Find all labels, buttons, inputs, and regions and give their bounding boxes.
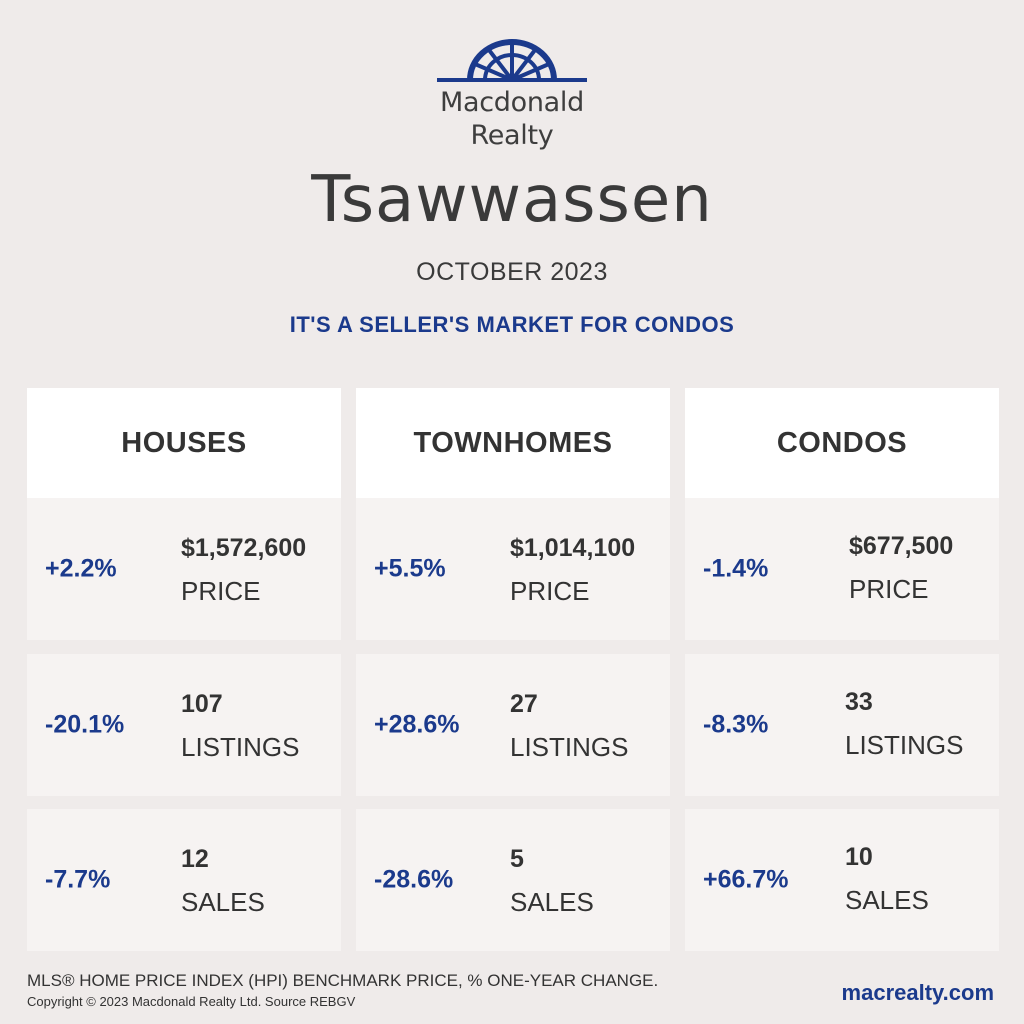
percent-change: +5.5%	[374, 554, 446, 583]
stat-value: $1,572,600	[181, 534, 307, 562]
stat-label: LISTINGS	[181, 732, 300, 762]
stat-label: SALES	[181, 887, 265, 917]
price-card: +2.2% $1,572,600 PRICE	[27, 498, 341, 640]
sales-card: -28.6% 5 SALES	[356, 809, 670, 951]
listings-card: -20.1% 107 LISTINGS	[27, 654, 341, 796]
stat-value: 33	[845, 688, 873, 716]
stat-value: $1,014,100	[510, 534, 636, 562]
percent-change: -1.4%	[703, 554, 769, 583]
stat-label: SALES	[845, 885, 929, 915]
stat-label: LISTINGS	[845, 730, 964, 760]
stat-value: 5	[510, 845, 524, 873]
stat-label: PRICE	[510, 576, 590, 606]
city-title: Tsawwassen	[311, 163, 713, 237]
listings-card: +28.6% 27 LISTINGS	[356, 654, 670, 796]
hpi-footnote: MLS® HOME PRICE INDEX (HPI) BENCHMARK PR…	[27, 971, 659, 990]
sun-arch-logo-icon	[437, 39, 587, 82]
stat-value: $677,500	[849, 532, 954, 560]
sales-card: -7.7% 12 SALES	[27, 809, 341, 951]
stat-value: 12	[181, 845, 209, 873]
stat-value: 107	[181, 690, 223, 718]
brand-name-line2: Realty	[470, 120, 554, 151]
column-title: TOWNHOMES	[356, 388, 670, 498]
column-title: CONDOS	[685, 388, 999, 498]
price-card: -1.4% $677,500 PRICE	[685, 498, 999, 640]
percent-change: +66.7%	[703, 865, 789, 894]
stat-label: SALES	[510, 887, 594, 917]
brand-name-line1: Macdonald	[440, 87, 584, 118]
copyright-text: Copyright © 2023 Macdonald Realty Ltd. S…	[27, 994, 356, 1009]
sales-card: +66.7% 10 SALES	[685, 809, 999, 951]
percent-change: -20.1%	[45, 710, 125, 739]
percent-change: -8.3%	[703, 710, 769, 739]
percent-change: +2.2%	[45, 554, 117, 583]
stat-label: PRICE	[849, 574, 929, 604]
stat-value: 10	[845, 843, 873, 871]
market-tagline: IT'S A SELLER'S MARKET FOR CONDOS	[289, 312, 735, 337]
stat-label: PRICE	[181, 576, 261, 606]
percent-change: +28.6%	[374, 710, 460, 739]
stat-value: 27	[510, 690, 538, 718]
column-title: HOUSES	[27, 388, 341, 498]
listings-card: -8.3% 33 LISTINGS	[685, 654, 999, 796]
brand-logo: Macdonald Realty	[0, 38, 1024, 150]
percent-change: -7.7%	[45, 865, 111, 894]
stat-label: LISTINGS	[510, 732, 629, 762]
percent-change: -28.6%	[374, 865, 454, 894]
report-month: OCTOBER 2023	[416, 258, 608, 286]
website-link[interactable]: macrealty.com	[841, 980, 994, 1005]
price-card: +5.5% $1,014,100 PRICE	[356, 498, 670, 640]
